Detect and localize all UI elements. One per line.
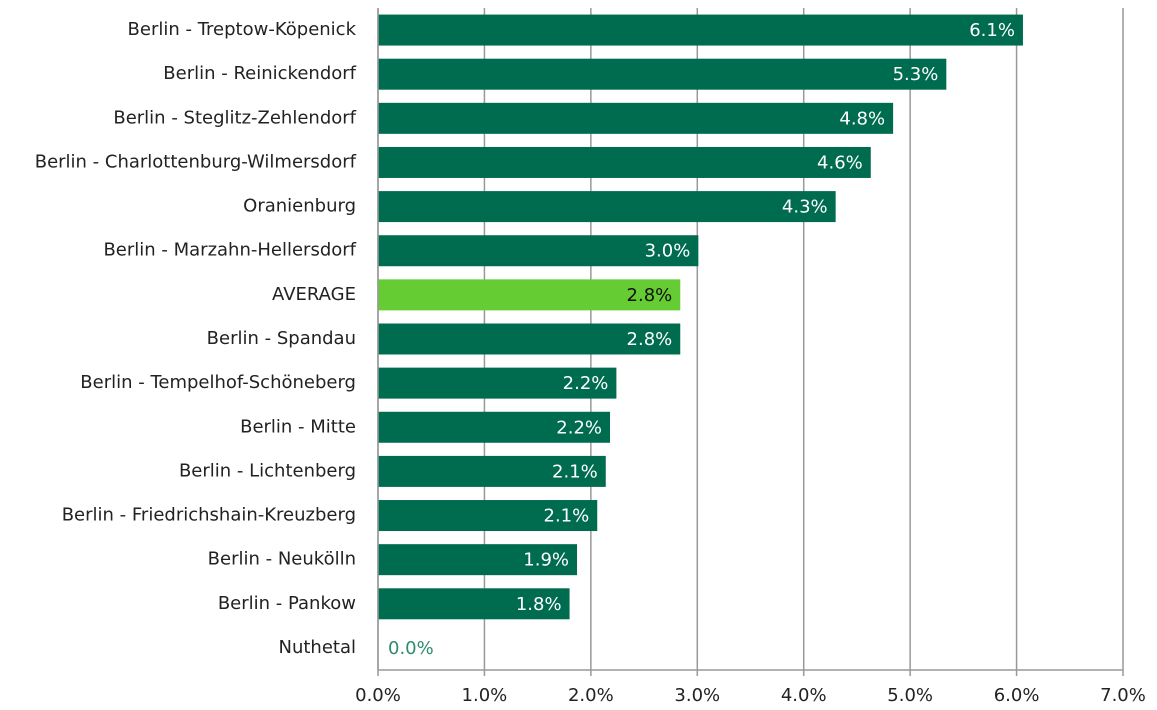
value-label: 4.3% [782,197,828,218]
value-label: 4.6% [817,152,863,173]
y-tick-label: Berlin - Treptow-Köpenick [128,19,357,40]
bar [378,367,617,399]
y-tick-label: Berlin - Friedrichshain-Kreuzberg [62,505,356,526]
value-label: 2.8% [627,329,673,350]
y-tick-label: Nuthetal [278,637,356,658]
bar [378,191,836,223]
y-tick-label: Berlin - Reinickendorf [163,63,356,84]
bar [378,323,681,355]
y-tick-label: AVERAGE [272,284,356,305]
bar [378,279,681,311]
value-label: 6.1% [969,20,1015,41]
x-tick-label: 4.0% [781,685,827,706]
value-label: 2.1% [544,506,590,527]
y-tick-label: Berlin - Mitte [240,416,356,437]
value-label: 4.8% [839,108,885,129]
value-label: 3.0% [645,241,691,262]
y-tick-label: Berlin - Tempelhof-Schöneberg [80,372,356,393]
value-label: 2.2% [556,417,602,438]
bar [378,146,871,178]
bar [378,455,606,487]
bar [378,102,894,134]
x-tick-label: 0.0% [355,685,401,706]
y-tick-label: Berlin - Charlottenburg-Wilmersdorf [35,151,357,172]
value-label: 1.8% [516,594,562,615]
bar [378,58,947,90]
y-tick-label: Berlin - Marzahn-Hellersdorf [103,240,356,261]
x-tick-label: 3.0% [674,685,720,706]
bar [378,500,598,532]
x-tick-label: 6.0% [994,685,1040,706]
bar [378,411,611,443]
y-tick-label: Berlin - Spandau [207,328,356,349]
value-label: 0.0% [388,638,434,659]
x-tick-label: 7.0% [1100,685,1146,706]
value-label: 2.8% [627,285,673,306]
bar [378,235,699,267]
bar [378,14,1023,46]
y-tick-label: Berlin - Lichtenberg [179,460,356,481]
y-tick-label: Oranienburg [243,196,356,217]
x-tick-label: 2.0% [568,685,614,706]
y-tick-label: Berlin - Pankow [218,593,356,614]
bar [378,544,578,576]
y-tick-label: Berlin - Neukölln [208,549,356,570]
bar [378,588,570,620]
value-label: 5.3% [893,64,939,85]
value-label: 2.1% [552,461,598,482]
value-label: 2.2% [563,373,609,394]
y-tick-label: Berlin - Steglitz-Zehlendorf [113,107,356,128]
x-tick-label: 1.0% [462,685,508,706]
x-tick-label: 5.0% [887,685,933,706]
value-label: 1.9% [523,550,569,571]
